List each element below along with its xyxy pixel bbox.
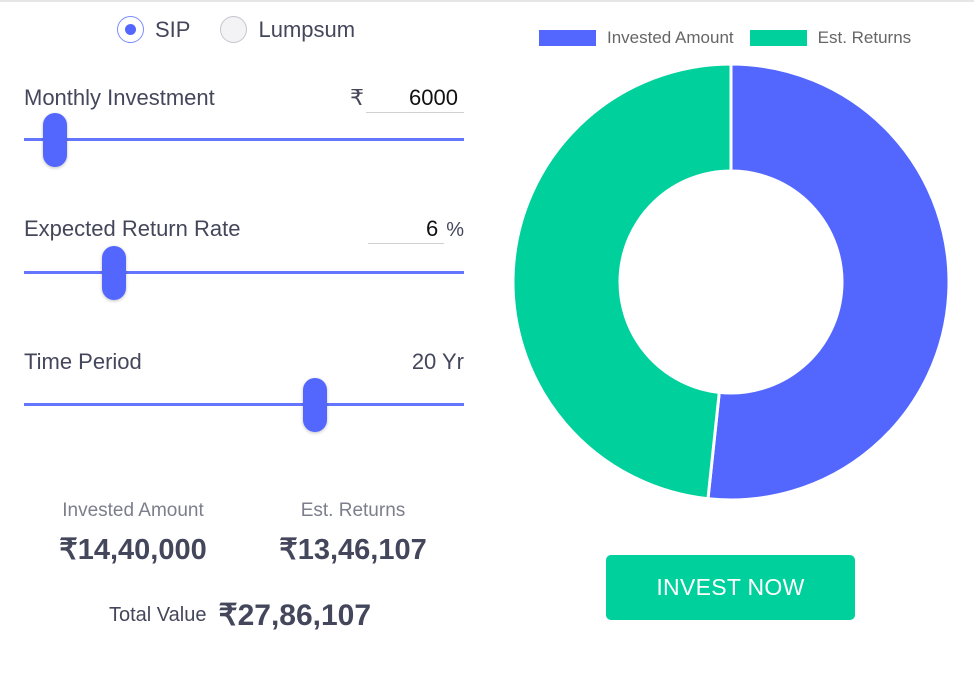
donut-chart-area: Invested Amount Est. Returns INVEST NOW xyxy=(500,0,974,676)
monthly-investment-field: Monthly Investment ₹ xyxy=(24,82,464,172)
mode-selector: SIP Lumpsum xyxy=(117,16,355,43)
invested-amount-label: Invested Amount xyxy=(62,500,204,521)
top-divider xyxy=(0,0,974,2)
legend-swatch-returns xyxy=(749,30,807,46)
return-rate-input[interactable] xyxy=(368,216,445,244)
return-rate-slider-thumb[interactable] xyxy=(101,246,126,300)
invested-amount-value: ₹14,40,000 xyxy=(59,534,207,566)
est-returns-value: ₹13,46,107 xyxy=(279,534,427,566)
lumpsum-radio-indicator[interactable] xyxy=(220,16,248,43)
lumpsum-radio-label: Lumpsum xyxy=(258,16,356,42)
time-period-label: Time Period xyxy=(24,349,142,374)
monthly-investment-input[interactable] xyxy=(366,85,464,113)
total-value-label: Total Value xyxy=(109,604,207,626)
legend-swatch-invested xyxy=(539,30,596,46)
legend-label-returns: Est. Returns xyxy=(817,28,912,47)
donut-slice-invested[interactable] xyxy=(706,62,951,502)
invest-now-button[interactable]: INVEST NOW xyxy=(606,555,855,620)
time-period-field: Time Period 20 Yr xyxy=(24,348,464,438)
est-returns-label: Est. Returns xyxy=(300,500,406,521)
monthly-investment-slider-thumb[interactable] xyxy=(43,113,67,167)
time-period-slider-thumb[interactable] xyxy=(303,378,328,432)
sip-radio-label: SIP xyxy=(155,16,191,42)
rupee-symbol: ₹ xyxy=(350,85,364,110)
sip-radio[interactable]: SIP xyxy=(117,16,190,43)
time-period-value-group: 20 Yr xyxy=(412,349,464,375)
return-rate-slider-track[interactable] xyxy=(24,271,464,274)
donut-chart xyxy=(511,62,951,502)
monthly-investment-slider-track[interactable] xyxy=(24,138,464,141)
total-value-row: Total Value ₹27,86,107 xyxy=(109,598,371,633)
lumpsum-radio[interactable]: Lumpsum xyxy=(220,16,355,43)
return-rate-value-group: % xyxy=(368,216,464,244)
total-value-amount: ₹27,86,107 xyxy=(218,599,372,632)
percent-unit: % xyxy=(446,219,464,241)
invested-amount-stat: Invested Amount ₹14,40,000 xyxy=(50,500,216,567)
return-rate-field: Expected Return Rate % xyxy=(24,214,464,304)
return-rate-label: Expected Return Rate xyxy=(24,216,241,241)
sip-radio-indicator[interactable] xyxy=(117,16,144,43)
monthly-investment-label: Monthly Investment xyxy=(24,85,215,110)
sip-calculator-panel: SIP Lumpsum Monthly Investment ₹ Expecte… xyxy=(0,0,500,676)
time-period-value: 20 Yr xyxy=(411,349,464,374)
est-returns-stat: Est. Returns ₹13,46,107 xyxy=(273,500,433,567)
legend-label-invested: Invested Amount xyxy=(607,28,734,47)
time-period-slider-track[interactable] xyxy=(24,403,464,406)
chart-legend: Invested Amount Est. Returns xyxy=(539,28,927,48)
monthly-investment-value-group: ₹ xyxy=(350,85,464,113)
donut-slice-returns[interactable] xyxy=(511,62,733,501)
